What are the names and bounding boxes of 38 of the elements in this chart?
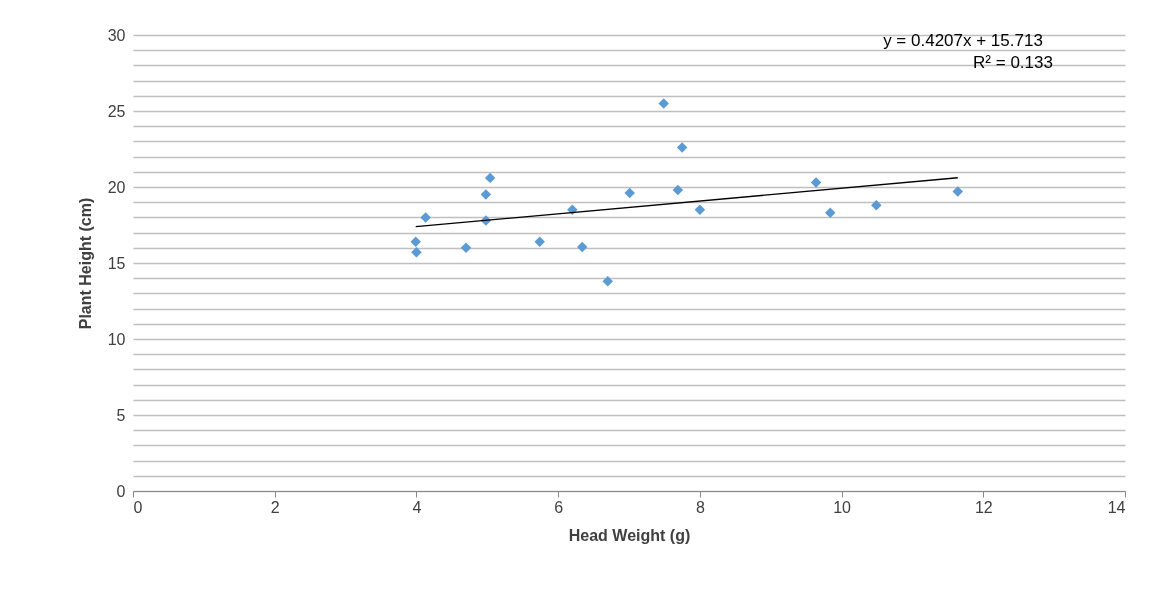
x-tick-label: 8 xyxy=(695,498,705,516)
y-tick-label: 15 xyxy=(107,254,126,272)
x-tick-label: 10 xyxy=(833,498,852,516)
x-tick-label: 14 xyxy=(1107,498,1126,516)
point xyxy=(420,212,431,223)
x-tick-label: 12 xyxy=(974,498,993,516)
point xyxy=(824,207,836,219)
y-tick-label: 30 xyxy=(107,26,126,44)
point xyxy=(410,236,421,247)
x-axis-title: Head Weight (g) xyxy=(568,526,691,544)
annotation: y = 0.4207x + 15.713 xyxy=(883,31,1043,50)
point xyxy=(694,204,706,216)
x-tick-label: 2 xyxy=(270,498,280,516)
y-axis-title: Plant Height (cm) xyxy=(76,197,94,330)
y-tick-label: 10 xyxy=(107,330,126,348)
point xyxy=(624,187,635,199)
annotation: R² = 0.133 xyxy=(973,53,1053,72)
point xyxy=(480,189,492,200)
x-tick-label: 4 xyxy=(412,498,422,516)
x-tick-label: 0 xyxy=(133,498,143,516)
point xyxy=(952,186,964,197)
x-tick-label: 6 xyxy=(554,498,564,516)
point xyxy=(484,172,496,184)
point xyxy=(534,236,545,247)
point xyxy=(567,204,578,216)
point xyxy=(676,142,688,153)
point xyxy=(460,242,472,254)
point xyxy=(871,200,882,211)
point xyxy=(658,98,669,109)
point xyxy=(810,177,822,188)
y-tick-label: 25 xyxy=(107,102,126,120)
point xyxy=(576,241,588,253)
point xyxy=(411,247,422,258)
y-tick-label: 5 xyxy=(116,406,126,424)
y-tick-label: 20 xyxy=(107,178,126,196)
point xyxy=(602,276,613,287)
point xyxy=(672,184,684,196)
y-tick-label: 0 xyxy=(116,482,126,500)
